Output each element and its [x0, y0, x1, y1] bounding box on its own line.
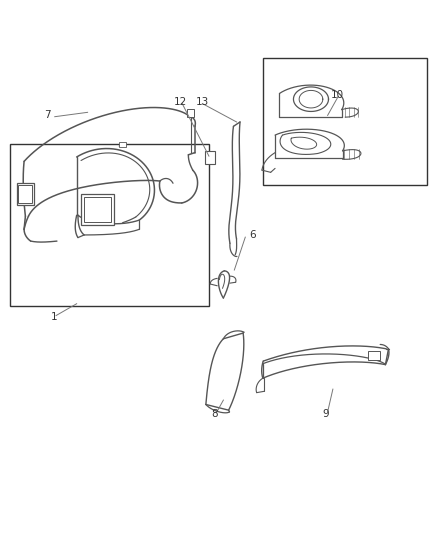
Bar: [187, 109, 194, 117]
Text: 13: 13: [196, 97, 209, 107]
Text: 1: 1: [50, 312, 57, 322]
Text: 8: 8: [211, 409, 218, 419]
Text: 9: 9: [322, 409, 329, 419]
Bar: [18, 185, 32, 204]
Bar: [10, 144, 209, 306]
Bar: [368, 351, 380, 360]
Text: 7: 7: [44, 110, 50, 120]
Bar: [17, 183, 34, 205]
Bar: [81, 194, 114, 225]
Bar: [263, 59, 427, 185]
Bar: [119, 142, 126, 147]
Bar: [84, 197, 111, 222]
Text: 10: 10: [331, 90, 344, 100]
Bar: [205, 151, 215, 164]
Text: 12: 12: [173, 97, 187, 107]
Text: 6: 6: [249, 230, 255, 240]
